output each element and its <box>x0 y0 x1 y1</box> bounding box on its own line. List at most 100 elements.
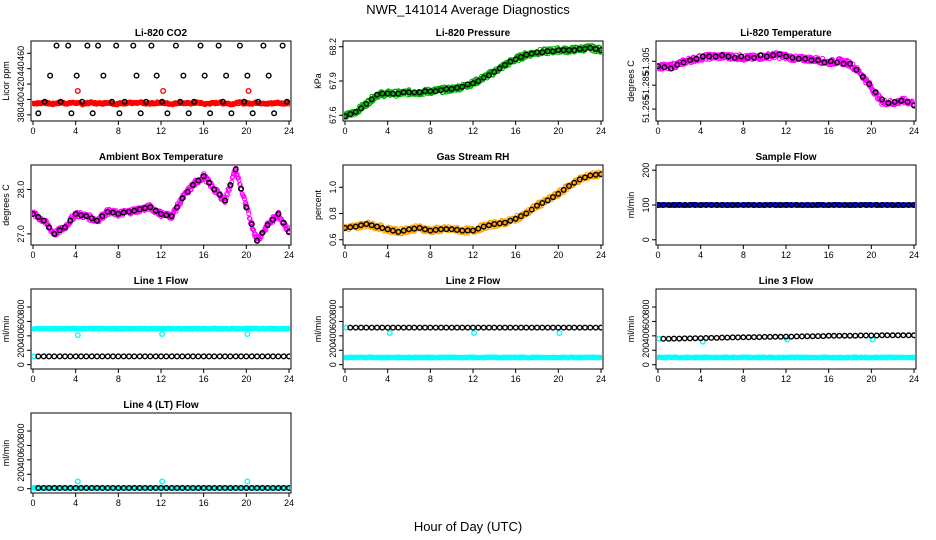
panel-ambient-box-temperature-trace-point <box>224 192 230 198</box>
panel-sample-flow-point <box>911 202 915 208</box>
panel-li-820-co2-point <box>283 98 290 105</box>
panel-ambient-box-temperature-point <box>216 191 223 198</box>
panel-ambient-box-temperature-point <box>270 216 277 223</box>
panel-line-2-flow-marks <box>344 324 602 361</box>
panel-ambient-box-temperature-point <box>237 185 244 192</box>
panel-line-2-flow-point <box>464 324 471 331</box>
panel-gas-stream-rh-xtick-label-4: 4 <box>385 250 390 260</box>
panel-line-1-flow-point <box>141 353 148 360</box>
panel-line-2-flow-point <box>475 324 482 331</box>
panel-li-820-co2-point <box>255 98 262 105</box>
panel-line-3-flow-marks <box>657 332 915 361</box>
panel-li-820-temperature-point <box>770 52 777 59</box>
panel-sample-flow-point <box>724 201 731 208</box>
panel-li-820-pressure-point <box>464 81 471 88</box>
panel-li-820-pressure-point <box>395 90 402 97</box>
panel-li-820-co2-series-target <box>74 87 252 94</box>
panel-line-4-lt-flow-point <box>157 485 164 492</box>
panel-sample-flow-point <box>783 201 790 208</box>
panel-gas-stream-rh-point <box>422 226 429 233</box>
panel-line-3-flow-point <box>868 332 875 339</box>
panel-li-820-co2-point <box>74 87 81 94</box>
panel-line-1-flow-xtick-label-0: 0 <box>30 374 35 384</box>
panel-li-820-co2-xtick-label-8: 8 <box>116 126 121 136</box>
panel-line-4-lt-flow-series-average <box>35 485 290 492</box>
panel-ambient-box-temperature-point <box>227 181 234 188</box>
figure-xlabel: Hour of Day (UTC) <box>414 519 522 534</box>
panel-line-1-flow-ylabel: ml/min <box>1 316 11 343</box>
panel-li-820-pressure-point <box>379 90 386 97</box>
panel-line-1-flow-point <box>67 353 74 360</box>
panel-line-3-flow-point <box>745 334 752 341</box>
panel-sample-flow-xtick-label-24: 24 <box>909 250 919 260</box>
panel-gas-stream-rh-point <box>427 227 434 234</box>
panel-line-3-flow-point <box>799 333 806 340</box>
panel-line-4-lt-flow-point <box>184 485 191 492</box>
panel-line-1-flow-point <box>211 353 218 360</box>
panel-li-820-temperature-xtick-label-16: 16 <box>824 126 834 136</box>
panel-line-2-flow-point <box>454 324 461 331</box>
panel-li-820-co2-xtick-label-4: 4 <box>73 126 78 136</box>
panel-sample-flow-point <box>804 201 811 208</box>
panel-li-820-co2-point <box>249 110 256 117</box>
panel-line-2-flow-point <box>486 324 493 331</box>
panel-li-820-co2-point <box>201 72 208 79</box>
panel-gas-stream-rh-point <box>416 224 423 231</box>
panel-li-820-pressure-ylabel: kPa <box>313 73 323 89</box>
panel-li-820-pressure-point <box>432 88 439 95</box>
panel-sample-flow-ylabel: ml/min <box>626 192 636 219</box>
panel-li-820-co2-marks <box>32 42 290 117</box>
panel-line-4-lt-flow-point <box>131 485 138 492</box>
panel-li-820-temperature-point <box>657 63 661 70</box>
panel-gas-stream-rh-ylabel: percent <box>313 189 323 220</box>
panel-line-1-flow-ytick-label-800: 800 <box>16 300 26 315</box>
panel-ambient-box-temperature-point <box>286 228 290 235</box>
panel-line-1-flow-point <box>131 353 138 360</box>
panel-line-4-lt-flow-ytick-label-0: 0 <box>16 486 26 491</box>
panel-line-3-flow-point <box>825 332 832 339</box>
panel-line-1-flow-point <box>221 353 228 360</box>
panel-line-1-flow-point <box>56 353 63 360</box>
panel-ambient-box-temperature-xtick-label-8: 8 <box>116 250 121 260</box>
panel-li-820-pressure-point <box>598 47 602 54</box>
panel-li-820-temperature-point <box>885 100 892 107</box>
panel-line-2-flow-point <box>386 330 393 337</box>
panel-ambient-box-temperature-frame <box>30 164 292 246</box>
panel-line-1-flow-point <box>115 353 122 360</box>
panel-gas-stream-rh-point <box>358 222 365 229</box>
panel-li-820-pressure-point <box>566 47 573 54</box>
panel-line-3-flow-xtick-label-4: 4 <box>698 374 703 384</box>
panel-li-820-co2-xtick-label-20: 20 <box>241 126 251 136</box>
panel-gas-stream-rh-point <box>475 225 482 232</box>
panel-line-1-flow-point <box>99 353 106 360</box>
panel-sample-flow-point <box>772 201 779 208</box>
panel-line-4-lt-flow-point <box>195 485 202 492</box>
panel-line-1-flow-xtick-label-20: 20 <box>241 374 251 384</box>
panel-line-1-flow-xtick-label-16: 16 <box>199 374 209 384</box>
panel-line-2-flow-ytick-label-800: 800 <box>328 300 338 315</box>
panel-li-820-temperature-point <box>815 57 822 64</box>
panel-ambient-box-temperature-point <box>136 206 143 213</box>
panel-li-820-temperature-point <box>789 54 796 61</box>
panel-ambient-box-temperature-xtick-label-12: 12 <box>156 250 166 260</box>
panel-ambient-box-temperature-ytick-label-28-0: 28.0 <box>16 181 26 199</box>
panel-ambient-box-temperature-point <box>77 212 84 219</box>
panel-line-1-flow-title: Line 1 Flow <box>134 276 189 287</box>
panel-sample-flow-point <box>884 201 891 208</box>
panel-li-820-co2-point <box>53 42 60 49</box>
panel-line-3-flow-xtick-label-24: 24 <box>909 374 919 384</box>
panel-line-4-lt-flow-xtick-label-8: 8 <box>116 498 121 508</box>
panel-li-820-temperature-point <box>911 102 915 109</box>
panel-line-3-flow-ytick-label-800: 800 <box>641 300 651 315</box>
panel-line-4-lt-flow-xtick-label-4: 4 <box>73 498 78 508</box>
panel-line-1-flow-point <box>120 353 127 360</box>
panel-line-1-flow-marks <box>32 325 290 360</box>
panel-sample-flow-point <box>836 201 843 208</box>
panel-sample-flow-point <box>681 201 688 208</box>
panel-line-4-lt-flow-point <box>40 485 47 492</box>
panel-li-820-temperature-xtick-label-4: 4 <box>698 126 703 136</box>
panel-line-4-lt-flow-point <box>120 485 127 492</box>
